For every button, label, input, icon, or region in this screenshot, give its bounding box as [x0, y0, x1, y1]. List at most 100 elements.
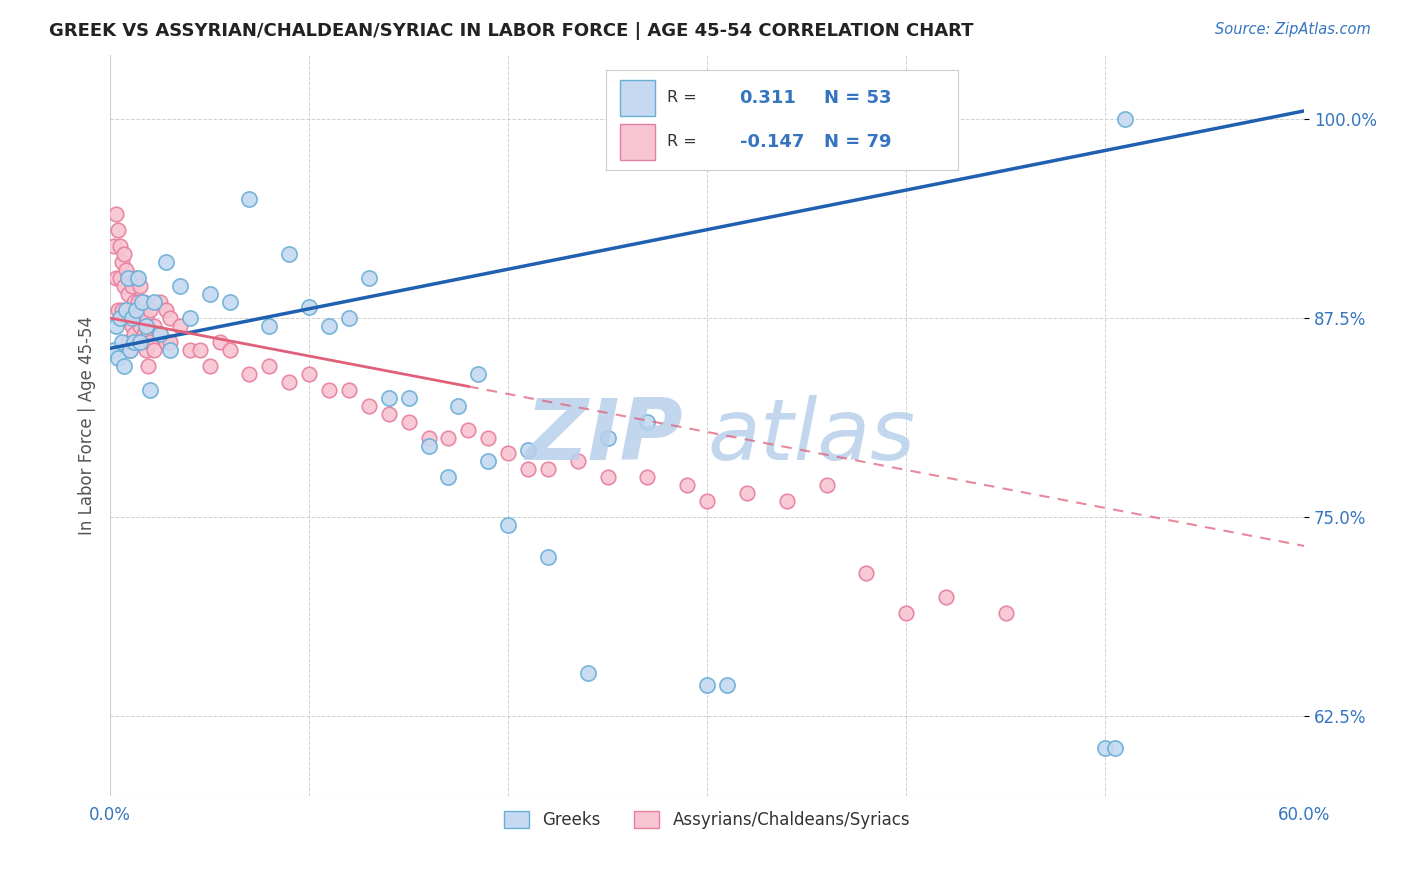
Point [188, 343, 211, 357]
Point [496, 518, 519, 533]
Point [127, 295, 149, 310]
Point [120, 343, 142, 357]
Point [855, 566, 877, 580]
Point [155, 334, 177, 349]
Point [855, 112, 877, 126]
Point [896, 606, 918, 620]
Point [596, 470, 619, 484]
Point [637, 415, 659, 429]
Point [357, 399, 380, 413]
Point [994, 606, 1017, 620]
Point [517, 443, 540, 458]
Point [129, 318, 152, 333]
Point [357, 271, 380, 285]
Point [136, 359, 159, 373]
Point [378, 391, 401, 405]
Point [169, 279, 191, 293]
Point [149, 295, 172, 310]
Point [139, 383, 162, 397]
Point [107, 303, 129, 318]
Point [318, 383, 340, 397]
Point [139, 303, 162, 318]
Point [776, 494, 799, 508]
Point [115, 303, 138, 318]
Point [127, 271, 149, 285]
Point [132, 326, 155, 341]
Point [122, 295, 145, 310]
Point [121, 318, 143, 333]
Point [696, 494, 718, 508]
Point [131, 295, 153, 310]
Point [198, 287, 221, 301]
Point [517, 462, 540, 476]
Point [132, 295, 155, 310]
Text: ZIP: ZIP [526, 395, 683, 478]
Point [238, 192, 260, 206]
Point [112, 279, 135, 293]
Point [418, 431, 440, 445]
Point [111, 303, 134, 318]
Point [935, 590, 957, 604]
Point [108, 311, 131, 326]
Point [121, 279, 143, 293]
Text: atlas: atlas [707, 395, 915, 478]
Point [278, 247, 301, 261]
Point [398, 391, 420, 405]
Point [120, 343, 142, 357]
Point [179, 311, 201, 326]
Point [117, 271, 139, 285]
Legend: Greeks, Assyrians/Chaldeans/Syriacs: Greeks, Assyrians/Chaldeans/Syriacs [498, 805, 917, 836]
Point [159, 334, 181, 349]
Point [142, 318, 165, 333]
Point [278, 375, 301, 389]
Point [125, 303, 148, 318]
Point [136, 326, 159, 341]
Point [105, 207, 128, 221]
Point [105, 271, 128, 285]
Point [1114, 112, 1136, 126]
Point [131, 303, 153, 318]
Point [135, 311, 157, 326]
Point [125, 303, 148, 318]
Point [122, 326, 145, 341]
Point [179, 343, 201, 357]
Point [337, 311, 360, 326]
Point [103, 239, 125, 253]
Point [437, 431, 460, 445]
Point [447, 399, 470, 413]
Point [129, 279, 152, 293]
Point [108, 239, 131, 253]
Point [218, 295, 240, 310]
Point [103, 343, 125, 357]
Point [142, 343, 165, 357]
Point [259, 359, 281, 373]
Point [576, 666, 599, 681]
Point [378, 407, 401, 421]
Point [149, 326, 172, 341]
Point [108, 271, 131, 285]
Point [676, 478, 699, 492]
Point [1094, 741, 1116, 756]
Y-axis label: In Labor Force | Age 45-54: In Labor Force | Age 45-54 [79, 316, 96, 535]
Point [127, 334, 149, 349]
Point [159, 311, 181, 326]
Point [107, 223, 129, 237]
Point [477, 454, 499, 468]
Point [815, 478, 838, 492]
Point [637, 470, 659, 484]
Point [121, 311, 143, 326]
Point [135, 343, 157, 357]
Point [298, 300, 321, 314]
Point [716, 677, 738, 691]
Point [537, 550, 560, 565]
Point [298, 367, 321, 381]
Text: Source: ZipAtlas.com: Source: ZipAtlas.com [1215, 22, 1371, 37]
Point [131, 334, 153, 349]
Point [208, 334, 231, 349]
Point [457, 423, 479, 437]
Point [129, 334, 152, 349]
Point [125, 271, 148, 285]
Point [318, 318, 340, 333]
Point [198, 359, 221, 373]
Point [337, 383, 360, 397]
